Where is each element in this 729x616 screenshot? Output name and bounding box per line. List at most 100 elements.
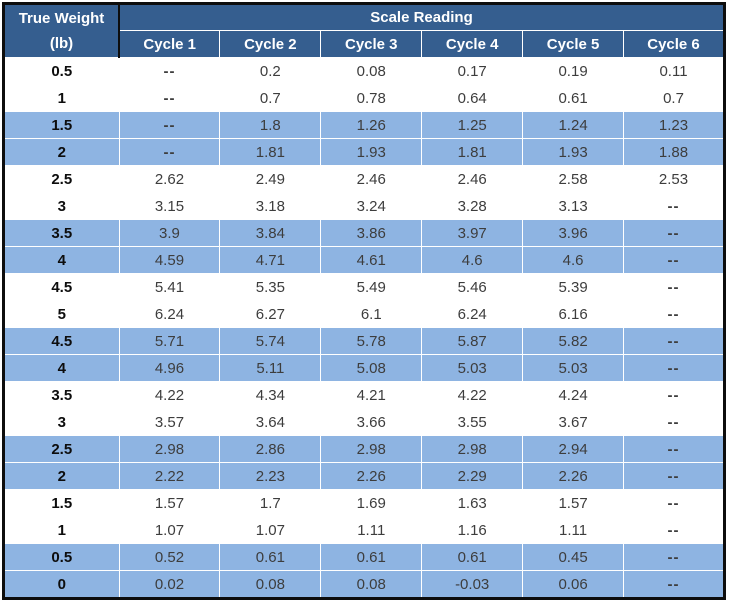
true-weight-cell: 2: [3, 462, 119, 490]
reading-cell: 5.71: [118, 327, 220, 355]
reading-cell: 5.11: [219, 354, 321, 382]
reading-cell: 3.9: [118, 219, 220, 247]
reading-cell: 1.07: [118, 516, 220, 544]
reading-cell: 5.49: [320, 273, 422, 301]
reading-cell: 4.21: [320, 381, 422, 409]
reading-cell: 5.03: [522, 354, 624, 382]
reading-cell: 2.26: [522, 462, 624, 490]
reading-cell: 5.74: [219, 327, 321, 355]
table-row: 0.5 -- 0.2 0.08 0.17 0.19 0.11: [3, 57, 725, 85]
reading-cell: 2.98: [421, 435, 523, 463]
true-weight-cell: 2.5: [3, 165, 119, 193]
reading-cell: 2.23: [219, 462, 321, 490]
reading-cell: 1.16: [421, 516, 523, 544]
reading-cell: 4.61: [320, 246, 422, 274]
true-weight-cell: 1: [3, 84, 119, 112]
reading-cell: --: [623, 489, 725, 517]
reading-cell: 2.62: [118, 165, 220, 193]
reading-cell: 0.08: [219, 570, 321, 599]
table-row: 3.5 3.9 3.84 3.86 3.97 3.96 --: [3, 219, 725, 247]
reading-cell: 6.24: [118, 300, 220, 328]
reading-cell: 6.27: [219, 300, 321, 328]
table-row: 3 3.15 3.18 3.24 3.28 3.13 --: [3, 192, 725, 220]
reading-cell: 4.24: [522, 381, 624, 409]
reading-cell: 1.63: [421, 489, 523, 517]
table-row: 0 0.02 0.08 0.08 -0.03 0.06 --: [3, 570, 725, 599]
scale-reading-table: True Weight (lb) Scale Reading Cycle 1 C…: [2, 2, 726, 600]
reading-cell: 3.28: [421, 192, 523, 220]
reading-cell: 4.6: [522, 246, 624, 274]
reading-cell: 1.8: [219, 111, 321, 139]
reading-cell: 6.16: [522, 300, 624, 328]
reading-cell: --: [623, 192, 725, 220]
reading-cell: 3.97: [421, 219, 523, 247]
reading-cell: 1.57: [118, 489, 220, 517]
reading-cell: 3.67: [522, 408, 624, 436]
reading-cell: 0.02: [118, 570, 220, 599]
table-row: 1 1.07 1.07 1.11 1.16 1.11 --: [3, 516, 725, 544]
reading-cell: 2.86: [219, 435, 321, 463]
reading-cell: --: [118, 57, 220, 85]
reading-cell: --: [118, 138, 220, 166]
table-row: 3 3.57 3.64 3.66 3.55 3.67 --: [3, 408, 725, 436]
cycle-5-header: Cycle 5: [522, 30, 624, 58]
true-weight-cell: 1.5: [3, 489, 119, 517]
reading-cell: 1.57: [522, 489, 624, 517]
reading-cell: --: [623, 246, 725, 274]
reading-cell: 1.81: [421, 138, 523, 166]
table-row: 2.5 2.98 2.86 2.98 2.98 2.94 --: [3, 435, 725, 463]
reading-cell: --: [623, 408, 725, 436]
true-weight-cell: 4.5: [3, 273, 119, 301]
cycle-2-header: Cycle 2: [219, 30, 321, 58]
reading-cell: 4.34: [219, 381, 321, 409]
table-row: 0.5 0.52 0.61 0.61 0.61 0.45 --: [3, 543, 725, 571]
reading-cell: 2.46: [320, 165, 422, 193]
reading-cell: 0.61: [320, 543, 422, 571]
reading-cell: 2.22: [118, 462, 220, 490]
reading-cell: 2.53: [623, 165, 725, 193]
true-weight-cell: 2: [3, 138, 119, 166]
true-weight-cell: 1.5: [3, 111, 119, 139]
true-weight-cell: 0.5: [3, 543, 119, 571]
reading-cell: --: [623, 300, 725, 328]
reading-cell: 2.58: [522, 165, 624, 193]
header-row-group: True Weight (lb) Scale Reading: [3, 3, 725, 58]
table-header: True Weight (lb) Scale Reading Cycle 1 C…: [3, 3, 725, 58]
reading-cell: 5.87: [421, 327, 523, 355]
true-weight-cell: 2.5: [3, 435, 119, 463]
reading-cell: 3.86: [320, 219, 422, 247]
reading-cell: 1.25: [421, 111, 523, 139]
reading-cell: 5.78: [320, 327, 422, 355]
reading-cell: 0.64: [421, 84, 523, 112]
true-weight-header: True Weight (lb): [3, 3, 120, 58]
true-weight-cell: 1: [3, 516, 119, 544]
reading-cell: --: [623, 381, 725, 409]
reading-cell: 0.08: [320, 57, 422, 85]
reading-cell: --: [623, 516, 725, 544]
reading-cell: 3.18: [219, 192, 321, 220]
reading-cell: --: [623, 273, 725, 301]
reading-cell: 0.78: [320, 84, 422, 112]
reading-cell: 1.26: [320, 111, 422, 139]
reading-cell: 3.96: [522, 219, 624, 247]
reading-cell: 0.7: [623, 84, 725, 112]
reading-cell: --: [623, 570, 725, 599]
reading-cell: -0.03: [421, 570, 523, 599]
reading-cell: 1.11: [522, 516, 624, 544]
table-row: 2 -- 1.81 1.93 1.81 1.93 1.88: [3, 138, 725, 166]
reading-cell: 5.82: [522, 327, 624, 355]
reading-cell: 0.08: [320, 570, 422, 599]
header-row-cycles: Cycle 1 Cycle 2 Cycle 3 Cycle 4 Cycle 5 …: [4, 30, 725, 58]
reading-cell: 0.7: [219, 84, 321, 112]
true-weight-cell: 0.5: [3, 57, 119, 85]
reading-cell: 2.94: [522, 435, 624, 463]
true-weight-cell: 3.5: [3, 219, 119, 247]
reading-cell: 1.81: [219, 138, 321, 166]
reading-cell: 2.98: [118, 435, 220, 463]
reading-cell: --: [118, 84, 220, 112]
reading-cell: 1.93: [320, 138, 422, 166]
true-weight-header-line2: (lb): [49, 35, 74, 52]
table-row: 4 4.96 5.11 5.08 5.03 5.03 --: [3, 354, 725, 382]
reading-cell: 4.6: [421, 246, 523, 274]
